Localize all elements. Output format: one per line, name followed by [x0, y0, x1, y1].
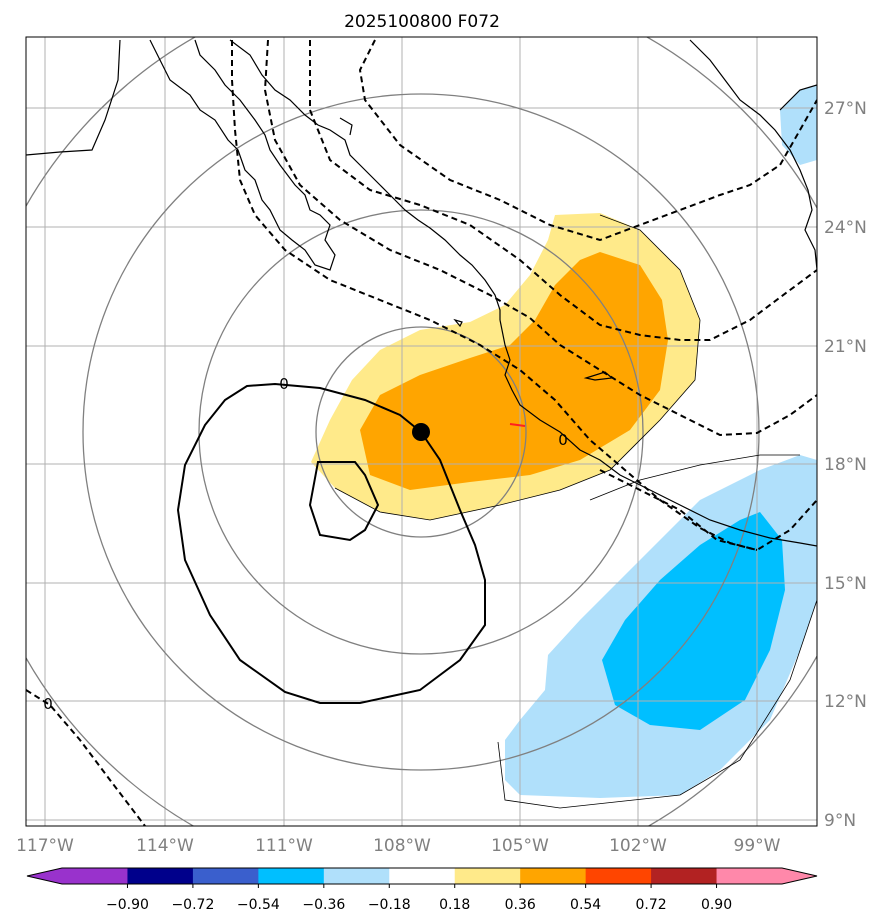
range-rings: [26, 37, 817, 826]
colorbar-tick-label: −0.54: [237, 897, 280, 913]
gridlines: [26, 37, 817, 826]
colorbar-segment: [127, 868, 194, 884]
colorbar: −0.90 −0.72 −0.54 −0.36 −0.18 0.18 0.36 0.54 0.7…: [26, 867, 818, 913]
anomaly-outline: [334, 214, 817, 809]
positive-anomaly-orange: [360, 252, 668, 490]
map-frame: [25, 36, 818, 827]
colorbar-segment: [62, 868, 128, 884]
lon-tick-label: 117°W: [16, 836, 74, 856]
colorbar-segment: [389, 868, 456, 884]
colorbar-segment: [258, 868, 325, 884]
zero-contour: [176, 382, 486, 704]
colorbar-tick-label: −0.72: [171, 897, 214, 913]
lat-tick-label: 27°N: [824, 99, 867, 119]
negative-anomaly-light-north: [780, 85, 817, 165]
negative-contours: [26, 39, 817, 826]
lon-tick-label: 105°W: [491, 836, 549, 856]
colorbar-tick-label: 0.18: [439, 897, 470, 913]
lat-tick-label: 9°N: [824, 811, 856, 831]
lat-tick-label: 24°N: [824, 218, 867, 238]
lon-tick-label: 99°W: [734, 836, 781, 856]
lon-tick-label: 111°W: [255, 836, 313, 856]
colorbar-segment: [716, 868, 783, 884]
colorbar-tick-label: 0.54: [570, 897, 601, 913]
colorbar-tick-label: 0.72: [636, 897, 667, 913]
wind-barb-mark: [509, 423, 526, 427]
negative-anomaly-blue: [602, 512, 785, 730]
lon-tick-label: 102°W: [609, 836, 667, 856]
lat-tick-label: 15°N: [824, 574, 867, 594]
colorbar-tick-label: −0.18: [368, 897, 411, 913]
colorbar-segment: [520, 868, 587, 884]
colorbar-tick-label: 0.36: [505, 897, 536, 913]
colorbar-segment: [454, 868, 521, 884]
colorbar-segment: [651, 868, 718, 884]
figure-title: 2025100800 F072: [344, 12, 500, 32]
map-area: 0 0 0: [26, 37, 817, 826]
lat-tick-label: 12°N: [824, 692, 867, 712]
lon-tick-label: 108°W: [373, 836, 431, 856]
lat-tick-label: 18°N: [824, 455, 867, 475]
contour-label: 0: [558, 431, 568, 449]
colorbar-tick-label: −0.36: [302, 897, 345, 913]
colorbar-segment: [585, 868, 652, 884]
colorbar-tick-label: 0.90: [701, 897, 732, 913]
lat-tick-label: 21°N: [824, 337, 867, 357]
lon-tick-label: 114°W: [136, 836, 194, 856]
coastlines: [26, 39, 817, 547]
colorbar-segment: [323, 868, 390, 884]
colorbar-segment: [192, 868, 259, 884]
colorbar-extend-low: [27, 868, 62, 884]
colorbar-tick-label: −0.90: [106, 897, 149, 913]
contour-label: 0: [43, 695, 53, 713]
contour-label: 0: [279, 375, 289, 393]
colorbar-outline: [26, 867, 818, 885]
storm-center-marker: [412, 423, 430, 441]
colorbar-extend-high: [782, 868, 817, 884]
